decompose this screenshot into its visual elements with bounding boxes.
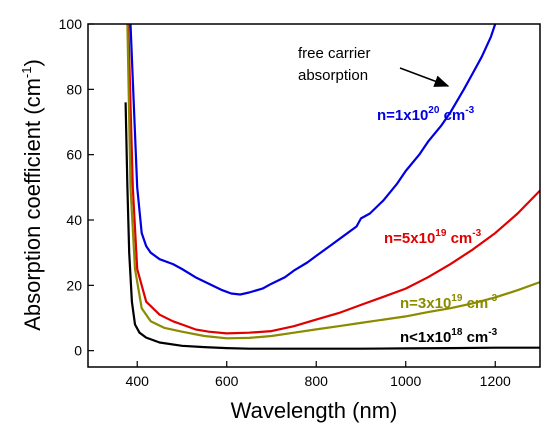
plot-frame (87, 23, 541, 368)
series-label-part: -3 (488, 327, 497, 338)
series-label-3: n<1x1018 cm-3 (400, 327, 498, 346)
y-tick-label: 40 (66, 212, 82, 228)
y-tick-label: 80 (66, 81, 82, 97)
series-label-part: cm (446, 230, 472, 247)
annotation-line2: absorption (298, 67, 368, 84)
series-label-part: 19 (451, 293, 463, 304)
y-tick-label: 20 (66, 277, 82, 293)
annotation-line1: free carrier (298, 45, 371, 62)
y-axis-title: Absorption coefficient (cm-1) (19, 59, 45, 331)
series-line-3 (124, 102, 540, 350)
x-tick-label: 1000 (390, 373, 421, 389)
ticks-layer: 400 600 800 1000 1200 0 20 40 60 80 100 (59, 16, 511, 389)
series-label-part: -3 (465, 105, 474, 116)
x-tick-label: 1200 (480, 373, 511, 389)
series-line-1 (127, 24, 540, 335)
series-label-part: n=5x10 (384, 230, 435, 247)
series-label-part: 19 (435, 228, 447, 239)
series-label-2: n=3x1019 cm-3 (400, 293, 498, 312)
series-label-part: cm (462, 329, 488, 346)
series-labels: n=1x1020 cm-3n=5x1019 cm-3n=3x1019 cm-3n… (377, 105, 498, 346)
series-label-part: n=3x10 (400, 295, 451, 312)
x-tick-label: 800 (305, 373, 329, 389)
series-layer (124, 24, 540, 350)
y-tick-label: 0 (74, 343, 82, 359)
free-carrier-annotation: free carrier absorption (298, 45, 450, 87)
y-tick-label: 60 (66, 147, 82, 163)
x-axis-title: Wavelength (nm) (231, 398, 398, 423)
series-label-part: -3 (488, 293, 497, 304)
x-tick-label: 400 (126, 373, 150, 389)
series-line-2 (126, 24, 540, 340)
y-tick-label: 100 (59, 16, 83, 32)
series-label-part: cm (462, 295, 488, 312)
series-label-part: cm (439, 107, 465, 124)
x-tick-label: 600 (215, 373, 239, 389)
series-label-part: 18 (451, 327, 463, 338)
series-line-0 (129, 24, 497, 296)
series-label-part: -3 (472, 228, 481, 239)
series-label-0: n=1x1020 cm-3 (377, 105, 475, 124)
series-label-part: 20 (428, 105, 440, 116)
series-label-part: n=1x10 (377, 107, 428, 124)
series-label-1: n=5x1019 cm-3 (384, 228, 482, 247)
annotation-arrow (399, 67, 450, 87)
series-label-part: n<1x10 (400, 329, 451, 346)
